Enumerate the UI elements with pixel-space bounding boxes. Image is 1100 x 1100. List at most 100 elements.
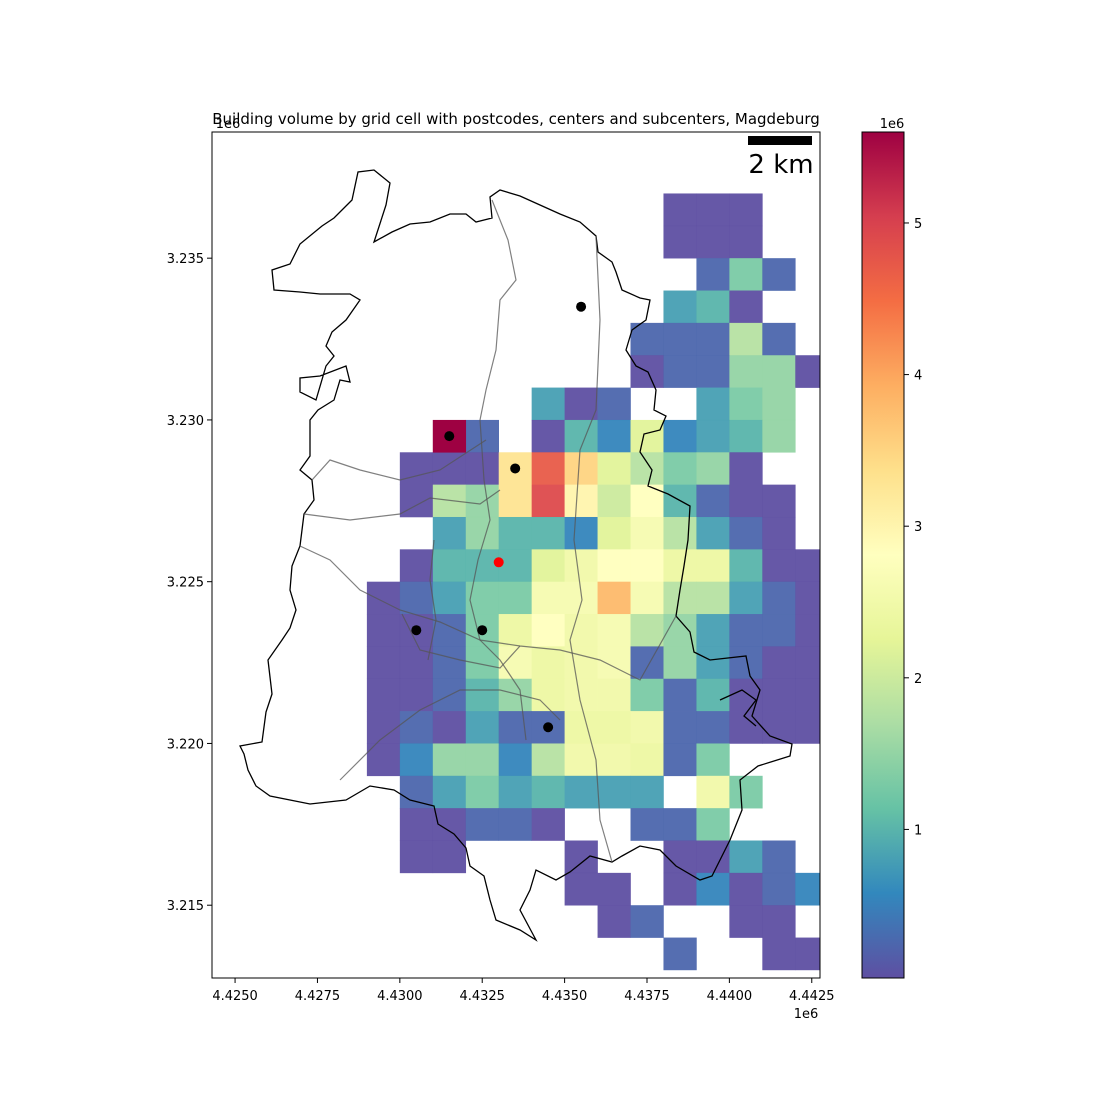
grid-cell — [663, 516, 697, 550]
grid-cell — [630, 711, 664, 744]
grid-cell — [597, 678, 631, 712]
grid-cell — [828, 388, 861, 421]
grid-cell — [729, 646, 763, 680]
grid-cell — [531, 646, 565, 680]
grid-cell — [663, 322, 697, 356]
grid-cell — [597, 711, 631, 744]
grid-cell — [531, 678, 565, 712]
grid-cell — [630, 905, 664, 938]
colorbar-ticks: 1 2 3 4 5 — [904, 217, 922, 838]
grid-cell — [828, 808, 861, 841]
grid-cell — [432, 452, 467, 485]
grid-cell — [762, 322, 796, 356]
colorbar-gradient — [861, 131, 905, 979]
grid-cell — [564, 872, 598, 906]
grid-cell — [663, 711, 697, 744]
grid-cell — [696, 387, 730, 421]
grid-cell — [762, 258, 796, 291]
subcenter-marker — [411, 625, 422, 636]
grid-cell — [432, 646, 467, 680]
grid-cell — [366, 678, 401, 712]
grid-cell — [762, 549, 796, 582]
grid-cell — [729, 678, 763, 712]
y-axis-offset-label: 1e6 — [216, 117, 241, 132]
grid-cell — [762, 646, 796, 680]
grid-cell — [630, 419, 664, 453]
grid-cell — [630, 452, 664, 485]
grid-cell — [630, 549, 664, 582]
grid-cell — [696, 290, 730, 324]
grid-cell — [399, 484, 434, 518]
grid-cell — [366, 743, 401, 777]
x-tick-label: 4.4375 — [624, 989, 670, 1004]
grid-cell — [531, 808, 565, 841]
grid-cell — [465, 775, 499, 809]
grid-cell — [762, 387, 796, 421]
grid-cell — [630, 484, 664, 518]
grid-cell — [663, 290, 697, 324]
grid-cell — [399, 711, 434, 744]
grid-cell — [432, 711, 467, 744]
grid-cell — [729, 452, 763, 485]
grid-cell — [696, 549, 730, 582]
grid-cell — [564, 484, 598, 518]
grid-cell — [762, 484, 796, 518]
grid-cell — [399, 452, 434, 485]
grid-cell — [465, 484, 499, 518]
grid-cell — [399, 775, 434, 809]
grid-cell — [663, 743, 697, 777]
grid-cell — [432, 775, 467, 809]
grid-cell — [696, 355, 730, 388]
y-tick-label: 3.215 — [167, 899, 204, 914]
grid-cell — [531, 743, 565, 777]
y-tick-label: 3.225 — [167, 576, 204, 591]
postcode-boundaries — [299, 199, 677, 863]
center-markers — [411, 301, 587, 733]
grid-cell — [531, 484, 565, 518]
grid-cell — [630, 516, 664, 550]
colorbar-offset-label: 1e6 — [880, 117, 905, 132]
grid-cell — [795, 711, 820, 744]
grid-cell — [597, 872, 631, 906]
grid-cell — [795, 678, 820, 712]
grid-cell — [696, 516, 730, 550]
grid-cell — [762, 840, 796, 874]
grid-cell — [729, 516, 763, 550]
grid-cell — [432, 484, 467, 518]
subcenter-marker — [576, 301, 587, 312]
grid-cell — [729, 225, 763, 259]
grid-cell — [762, 711, 796, 744]
grid-cell — [564, 711, 598, 744]
grid-cell — [663, 225, 697, 259]
grid-cell — [366, 646, 401, 680]
subcenter-marker — [444, 431, 455, 442]
grid-cell — [696, 581, 730, 615]
x-tick-label: 4.4425 — [789, 989, 835, 1004]
grid-cell — [729, 322, 763, 356]
grid-cell — [663, 646, 697, 680]
grid-cell — [432, 516, 467, 550]
grid-cell — [498, 808, 532, 841]
grid-cell — [564, 549, 598, 582]
grid-cell — [762, 905, 796, 938]
grid-cell — [762, 516, 796, 550]
grid-cell — [465, 743, 499, 777]
grid-cell — [630, 743, 664, 777]
grid-cell — [630, 808, 664, 841]
grid-cell — [729, 840, 763, 874]
grid-cell — [729, 290, 763, 324]
grid-cell — [762, 872, 796, 906]
grid-cell — [564, 452, 598, 485]
grid-cell — [399, 646, 434, 680]
grid-cell — [597, 419, 631, 453]
grid-cell — [531, 614, 565, 647]
grid-cell — [663, 549, 697, 582]
grid-cell — [399, 581, 434, 615]
grid-cell — [795, 646, 820, 680]
grid-cell — [465, 581, 499, 615]
grid-cell — [597, 452, 631, 485]
x-tick-label: 4.4350 — [542, 989, 588, 1004]
grid-cell — [498, 581, 532, 615]
grid-cell — [630, 646, 664, 680]
grid-cell — [828, 743, 861, 776]
